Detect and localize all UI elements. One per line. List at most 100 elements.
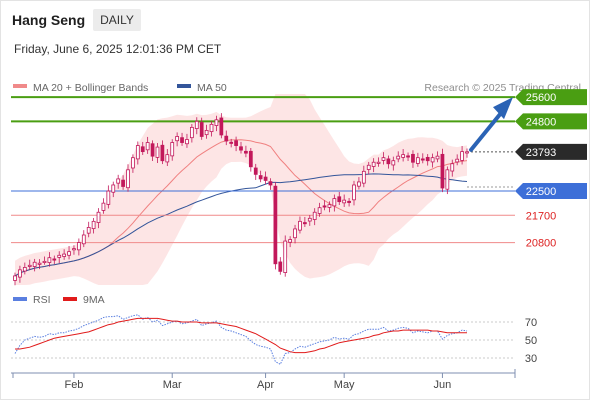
bollinger-band — [15, 94, 467, 285]
candle-down — [411, 153, 415, 163]
candle-down — [244, 150, 248, 154]
level-label: 22500 — [526, 186, 557, 198]
candle-down — [248, 150, 253, 168]
candle-up — [298, 220, 302, 231]
instrument-name: Hang Seng — [12, 12, 86, 28]
candle-up — [126, 169, 130, 189]
rsi-line — [14, 314, 468, 365]
level-lines — [11, 96, 515, 244]
x-tick-label: Jun — [434, 379, 452, 391]
candle-up — [135, 145, 140, 160]
legend-label-1: MA 50 — [197, 82, 227, 94]
candle-down — [121, 179, 125, 187]
candle-up — [283, 240, 288, 273]
candle-down — [347, 200, 351, 203]
candle-up — [332, 198, 337, 207]
candle-up — [465, 151, 469, 154]
candle-up — [376, 161, 381, 164]
candle-up — [111, 184, 116, 193]
candle-down — [302, 222, 307, 225]
ma50-line — [14, 173, 468, 277]
level-labels: 25600 24800 23793 22500 21700 20800 — [515, 89, 587, 250]
candle-down — [253, 167, 258, 175]
candle-up — [165, 154, 170, 163]
candle-up — [116, 178, 121, 184]
rsi-legend-label-0: RSI — [33, 294, 51, 306]
candle-down — [322, 205, 327, 208]
candle-up — [366, 164, 371, 170]
legend-swatch-0 — [13, 84, 27, 88]
candle-down — [268, 181, 273, 186]
x-tick-label: Feb — [64, 379, 83, 391]
candle-up — [57, 254, 62, 258]
candle-up — [455, 158, 460, 163]
candle-down — [425, 156, 430, 162]
candle-up — [131, 157, 135, 169]
candle-up — [204, 130, 209, 136]
candle-up — [189, 126, 194, 139]
rsi-tick-label: 50 — [525, 335, 537, 347]
level-tag-resistance — [515, 89, 587, 106]
candle-up — [396, 155, 401, 160]
candle-up — [312, 211, 317, 220]
candle-up — [357, 181, 361, 187]
bollinger-band-area — [15, 94, 467, 285]
candle-down — [386, 158, 391, 165]
level-label: 25600 — [526, 92, 557, 104]
level-label: 20800 — [526, 238, 557, 250]
candle-down — [140, 146, 145, 153]
candle-up — [170, 142, 175, 157]
candle-down — [229, 141, 234, 144]
level-label: 21700 — [526, 210, 557, 222]
candle-down — [337, 196, 342, 203]
candle-up — [67, 251, 71, 256]
level-tag-last — [515, 143, 587, 160]
price-legend: MA 20 + Bollinger Bands MA 50 — [13, 82, 227, 94]
candle-up — [72, 248, 76, 251]
level-label: 23793 — [526, 147, 557, 159]
candle-down — [180, 137, 184, 143]
level-tag-resistance — [515, 113, 587, 130]
candle-up — [209, 123, 214, 133]
candle-up — [81, 234, 86, 245]
rsi-legend-label-1: 9MA — [83, 294, 105, 306]
timeframe-badge[interactable]: DAILY — [93, 9, 141, 31]
x-tick-label: Mar — [163, 379, 182, 391]
x-tick-label: Apr — [257, 379, 274, 391]
candle-up — [96, 211, 101, 223]
candle-up — [327, 204, 332, 208]
legend-swatch-1 — [177, 84, 191, 88]
candle-up — [62, 253, 67, 257]
candle-up — [145, 142, 150, 151]
candle-up — [47, 257, 52, 263]
candle-up — [450, 163, 455, 172]
candle-up — [32, 261, 37, 267]
candle-up — [76, 242, 81, 251]
chart-header: Hang Seng DAILY — [1, 7, 141, 33]
candle-up — [86, 227, 91, 234]
forecast-arrow — [469, 97, 513, 152]
x-axis: Feb Mar Apr May Jun — [11, 369, 516, 391]
candle-down — [273, 185, 278, 265]
candle-up — [18, 269, 22, 278]
candle-up — [293, 228, 297, 239]
candle-up — [155, 146, 160, 158]
candle-down — [219, 117, 224, 136]
candle-down — [258, 175, 263, 180]
candle-up — [214, 119, 219, 126]
candle-down — [234, 140, 238, 146]
candle-up — [13, 275, 17, 281]
x-tick-label: May — [334, 379, 355, 391]
candle-down — [52, 258, 57, 261]
candle-down — [160, 144, 165, 162]
candle-down — [239, 146, 243, 151]
candle-up — [37, 262, 42, 265]
candle-down — [263, 176, 268, 181]
candle-up — [42, 260, 47, 263]
candle-up — [317, 207, 322, 214]
candle-up — [22, 267, 27, 272]
timestamp: Friday, June 6, 2025 12:01:36 PM CET — [14, 42, 222, 56]
candle-down — [440, 153, 445, 189]
candle-down — [420, 158, 425, 161]
